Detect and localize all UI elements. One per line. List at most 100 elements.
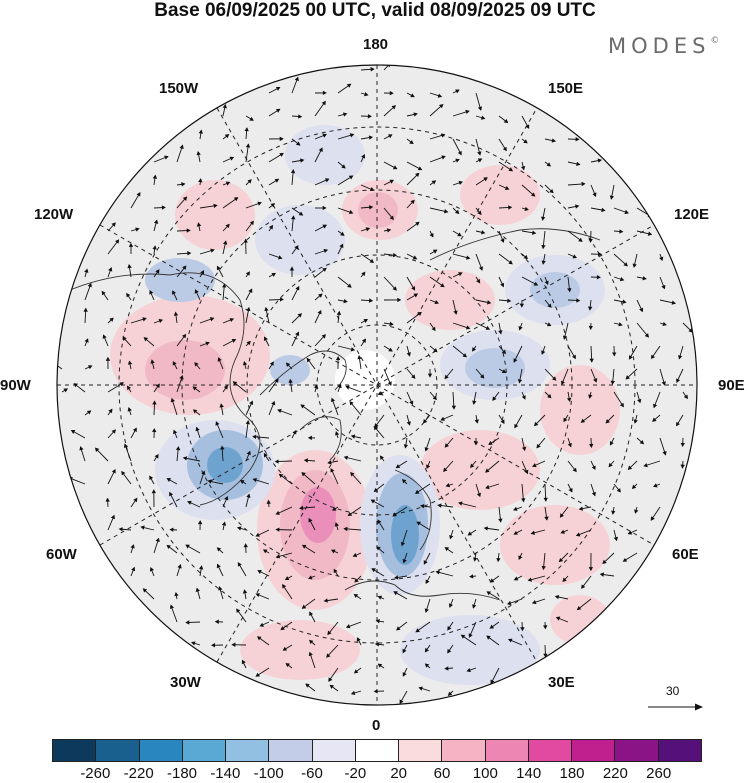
meridian-120w-60e <box>99 224 655 546</box>
wind-vector-head <box>309 639 314 645</box>
wind-vector-head <box>507 600 512 606</box>
wind-vector-head <box>634 509 639 514</box>
wind-vector-head <box>243 543 248 548</box>
wind-vector-head <box>397 297 402 303</box>
wind-vector-head <box>533 421 539 427</box>
wind-vector-head <box>152 245 157 250</box>
wind-vector-head <box>361 271 366 277</box>
wind-vector-head <box>567 288 572 293</box>
wind-vector-head <box>533 281 539 286</box>
wind-vector-head <box>352 553 358 558</box>
wind-vector-head <box>215 421 220 426</box>
wind-vector-head <box>175 446 181 451</box>
negative-anomaly <box>465 348 525 388</box>
wind-vector-head <box>440 133 446 138</box>
wind-vector-head <box>349 133 355 138</box>
wind-vector-head <box>246 493 251 498</box>
wind-vector-head <box>618 322 623 327</box>
wind-vector-head <box>415 221 420 227</box>
wind-vector-head <box>508 205 513 210</box>
wind-vector-head <box>592 192 597 197</box>
wind-vector-head <box>244 127 249 132</box>
wind-vector-head <box>519 303 525 308</box>
wind-vector-head <box>350 347 356 352</box>
wind-vector-head <box>155 537 160 543</box>
wind-vector <box>383 65 391 71</box>
wind-vector-head <box>259 622 265 627</box>
wind-vector-head <box>619 229 624 234</box>
lon-label-30e: 30E <box>548 674 575 691</box>
wind-vector-head <box>576 606 582 611</box>
wind-vector-head <box>275 510 281 515</box>
wind-vector-head <box>330 467 335 473</box>
wind-vector-head <box>313 384 319 389</box>
wind-vector-head <box>485 468 490 473</box>
wind-vector-head <box>94 447 100 452</box>
wind-vector-head <box>108 267 113 272</box>
wind-vector-head <box>242 360 248 366</box>
wind-vector-head <box>236 526 242 531</box>
negative-anomaly <box>255 205 345 275</box>
wind-vector-head <box>581 584 586 589</box>
wind-vector-head <box>432 395 437 401</box>
wind-vector-head <box>142 317 147 322</box>
wind-vector-head <box>249 400 254 406</box>
wind-vector-head <box>216 547 222 552</box>
wind-vector-head <box>282 646 288 651</box>
wind-vector-head <box>205 341 210 346</box>
wind-vector-head <box>581 181 586 187</box>
wind-vector-head <box>576 298 581 303</box>
wind-vector-head <box>661 381 666 386</box>
wind-vector-head <box>350 434 356 439</box>
wind-vector-head <box>108 408 113 414</box>
wind-vector-head <box>518 326 523 331</box>
lon-label-60w: 60W <box>46 546 77 563</box>
wind-vector-head <box>514 423 519 429</box>
wind-vector-head <box>423 560 428 565</box>
wind-vector-head <box>179 144 184 150</box>
colorbar-segment <box>96 740 140 761</box>
wind-vector-head <box>169 491 174 497</box>
wind-vector-head <box>222 240 228 245</box>
wind-vector-head <box>155 269 160 274</box>
wind-vector-head <box>158 318 164 324</box>
wind-vector-head <box>560 380 565 386</box>
wind-vector-head <box>241 659 246 665</box>
wind-vector-head <box>279 297 284 302</box>
wind-vector-head <box>599 572 605 577</box>
wind-vector-head <box>210 248 215 253</box>
wind-vector-head <box>333 568 338 574</box>
wind-vector-head <box>343 526 348 532</box>
wind-vector-head <box>196 150 201 156</box>
wind-vector-head <box>270 203 276 208</box>
wind-vector-head <box>554 594 560 600</box>
wind-vector-head <box>469 574 474 579</box>
lon-label-0: 0 <box>372 717 381 734</box>
wind-vector-head <box>368 298 374 303</box>
wind-vector-head <box>373 487 379 492</box>
wind-vector-head <box>185 544 190 549</box>
negative-anomaly <box>207 447 243 483</box>
wind-vector-head <box>340 231 345 236</box>
wind-vector-head <box>552 376 557 381</box>
wind-vector-head <box>476 278 481 284</box>
wind-vector-head <box>587 306 593 311</box>
wind-vector-head <box>237 562 242 567</box>
wind-vector-head <box>429 232 434 238</box>
wind-vector-head <box>650 354 656 360</box>
wind-vector-head <box>410 93 415 98</box>
wind-vector-head <box>653 403 658 409</box>
wind-vector-head <box>245 420 251 425</box>
wind-vector-head <box>111 468 116 474</box>
wind-vector-head <box>601 207 606 213</box>
wind-vector-head <box>474 419 479 424</box>
wind-vector-head <box>631 484 637 490</box>
wind-vector-head <box>332 506 337 511</box>
wind-vector-head <box>152 428 157 433</box>
wind-vector-head <box>661 284 666 290</box>
positive-anomaly <box>420 430 540 510</box>
wind-vector-head <box>133 497 138 503</box>
wind-vector-head <box>451 405 457 410</box>
wind-vector-head <box>373 689 378 694</box>
north-america-coast <box>69 272 261 506</box>
